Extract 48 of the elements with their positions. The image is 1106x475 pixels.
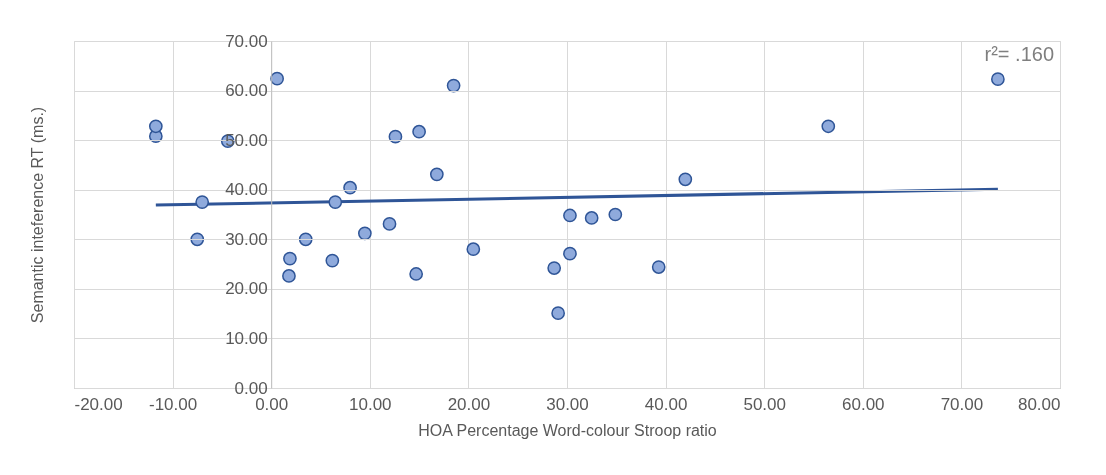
point (409, 267, 424, 281)
point (148, 119, 163, 134)
x-tick-label: 70.00 (940, 394, 984, 414)
point (608, 207, 623, 222)
point (195, 195, 210, 209)
x-tick-label: 50.00 (743, 394, 786, 414)
x-tick-label: 30.00 (546, 394, 589, 414)
annotation: r²= .160 (984, 43, 1054, 65)
y-tick-label: 60.00 (225, 81, 268, 101)
point (343, 180, 357, 195)
point (563, 208, 577, 223)
point (466, 242, 481, 257)
point (358, 226, 372, 241)
point (651, 260, 666, 274)
x-tick-label: -20.00 (74, 394, 123, 414)
x-tick-label: 80.00 (1017, 394, 1061, 414)
y-tick-label: 50.00 (225, 130, 268, 150)
x-tick-label: 40.00 (644, 394, 688, 414)
point (547, 261, 562, 275)
x-axis-title: HOA Percentage Word-colour Stroop ratio (418, 421, 717, 439)
x-tick-label: 20.00 (447, 394, 491, 414)
y-tick-label: 40.00 (225, 180, 268, 200)
point (283, 251, 297, 266)
x-tick-label: 10.00 (349, 394, 392, 414)
y-tick-label: 30.00 (225, 229, 268, 249)
y-tick-label: 70.00 (225, 31, 268, 51)
point (298, 232, 313, 247)
point (388, 129, 403, 144)
y-tick-label: 20.00 (225, 279, 268, 299)
point (563, 246, 577, 261)
y-tick-label: 10.00 (225, 328, 268, 348)
point (991, 72, 1005, 87)
point (190, 232, 205, 247)
point (446, 78, 461, 93)
x-tick-label: 60.00 (842, 394, 885, 414)
point (328, 195, 343, 209)
point (584, 211, 599, 225)
point (325, 253, 340, 268)
point (412, 124, 426, 139)
point (382, 217, 397, 231)
y-axis-title: Semantic inteference RT (ms.) (28, 106, 46, 324)
point (551, 306, 565, 321)
x-tick-label: -10.00 (149, 394, 198, 414)
point (270, 71, 284, 86)
point (821, 119, 836, 134)
point (429, 167, 444, 182)
point (678, 172, 693, 187)
point (282, 269, 296, 283)
